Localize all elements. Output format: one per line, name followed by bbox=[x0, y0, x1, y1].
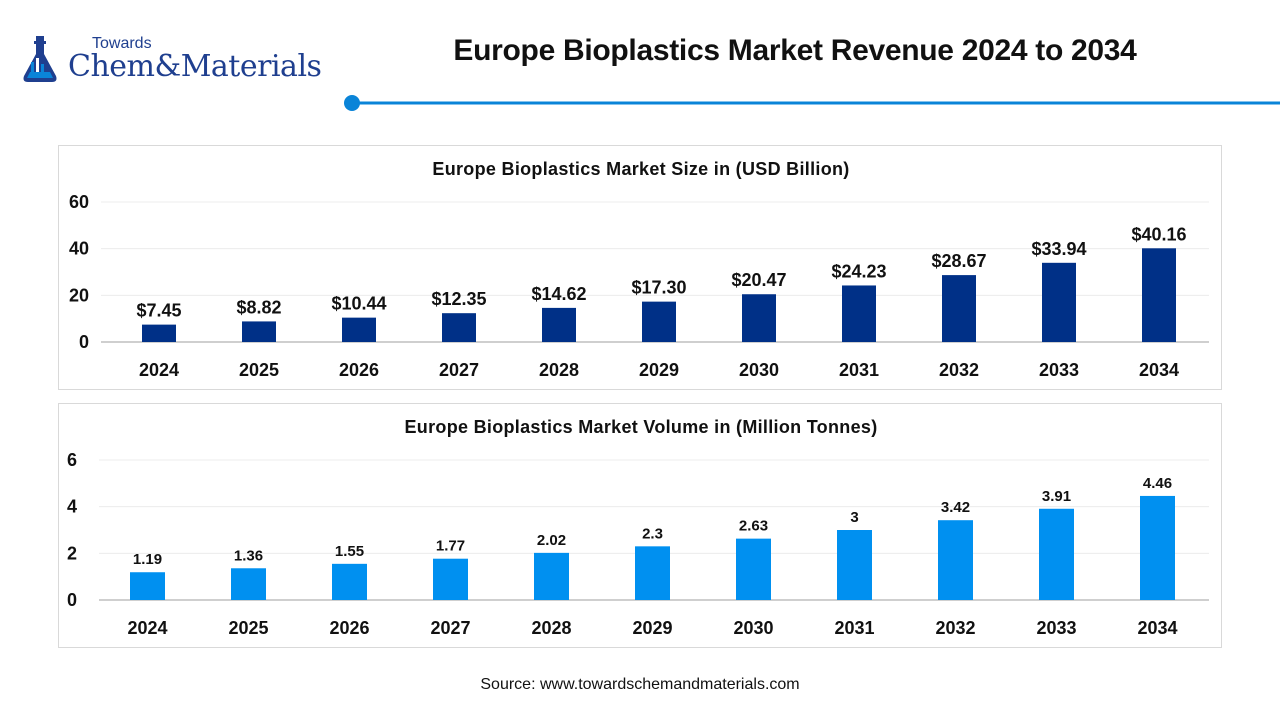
x-tick-label: 2031 bbox=[839, 360, 879, 380]
market-size-chart: Europe Bioplastics Market Size in (USD B… bbox=[69, 159, 1209, 380]
data-label: $24.23 bbox=[831, 261, 886, 281]
data-label: $12.35 bbox=[431, 289, 486, 309]
data-label: 3.91 bbox=[1042, 488, 1071, 505]
x-tick-label: 2033 bbox=[1039, 360, 1079, 380]
x-tick-label: 2026 bbox=[329, 618, 369, 638]
title-underline-dot bbox=[344, 95, 360, 111]
bar bbox=[1142, 248, 1176, 342]
bar bbox=[332, 563, 367, 600]
data-label: $10.44 bbox=[331, 294, 386, 314]
bar bbox=[130, 572, 165, 600]
brand-name: Chem&Materials bbox=[68, 49, 322, 84]
bar bbox=[242, 321, 276, 342]
x-tick-label: 2028 bbox=[531, 618, 571, 638]
bar bbox=[442, 313, 476, 342]
data-label: $20.47 bbox=[731, 270, 786, 290]
data-label: $14.62 bbox=[531, 284, 586, 304]
bar bbox=[942, 275, 976, 342]
x-tick-label: 2034 bbox=[1139, 360, 1179, 380]
bar bbox=[542, 307, 576, 342]
bar bbox=[534, 552, 569, 600]
y-tick-label: 4 bbox=[67, 497, 77, 517]
y-tick-label: 0 bbox=[67, 590, 77, 610]
bar bbox=[642, 301, 676, 342]
x-tick-label: 2029 bbox=[632, 618, 672, 638]
data-label: 1.36 bbox=[234, 547, 263, 564]
brand-logo: Towards Chem&Materials bbox=[22, 34, 342, 90]
brand-name-part2: Materials bbox=[180, 49, 322, 84]
bar bbox=[142, 324, 176, 342]
brand-small-text: Towards bbox=[92, 35, 152, 52]
bar bbox=[742, 294, 776, 342]
data-label: $7.45 bbox=[136, 301, 181, 321]
data-label: $33.94 bbox=[1031, 239, 1086, 259]
chart-panel-market-volume: Europe Bioplastics Market Volume in (Mil… bbox=[58, 403, 1222, 648]
data-label: $28.67 bbox=[931, 251, 986, 271]
x-tick-label: 2030 bbox=[733, 618, 773, 638]
x-tick-label: 2030 bbox=[739, 360, 779, 380]
brand-name-ampersand: & bbox=[154, 49, 181, 84]
x-tick-label: 2026 bbox=[339, 360, 379, 380]
page-title: Europe Bioplastics Market Revenue 2024 t… bbox=[453, 34, 1137, 67]
data-label: 1.19 bbox=[133, 551, 162, 568]
x-tick-label: 2033 bbox=[1036, 618, 1076, 638]
bar bbox=[736, 538, 771, 600]
x-tick-label: 2024 bbox=[127, 618, 167, 638]
bar bbox=[433, 558, 468, 600]
market-volume-chart: Europe Bioplastics Market Volume in (Mil… bbox=[67, 417, 1209, 638]
chart-title: Europe Bioplastics Market Volume in (Mil… bbox=[405, 417, 878, 437]
flask-icon bbox=[23, 36, 57, 82]
y-tick-label: 0 bbox=[79, 332, 89, 352]
data-label: 3 bbox=[850, 509, 858, 526]
source-note: Source: www.towardschemandmaterials.com bbox=[480, 676, 800, 693]
x-tick-label: 2025 bbox=[228, 618, 268, 638]
bar bbox=[842, 285, 876, 342]
y-tick-label: 6 bbox=[67, 450, 77, 470]
data-label: 3.42 bbox=[941, 499, 970, 516]
chart-title: Europe Bioplastics Market Size in (USD B… bbox=[432, 159, 849, 179]
x-tick-label: 2032 bbox=[939, 360, 979, 380]
data-label: 2.3 bbox=[642, 525, 663, 542]
bar bbox=[1140, 495, 1175, 600]
y-tick-label: 60 bbox=[69, 192, 89, 212]
data-label: 1.77 bbox=[436, 538, 465, 555]
x-tick-label: 2027 bbox=[430, 618, 470, 638]
x-tick-label: 2032 bbox=[935, 618, 975, 638]
bar bbox=[938, 520, 973, 600]
bar bbox=[635, 546, 670, 600]
data-label: 2.63 bbox=[739, 518, 768, 535]
data-label: 1.55 bbox=[335, 543, 364, 560]
bar bbox=[342, 317, 376, 342]
data-label: 2.02 bbox=[537, 532, 566, 549]
x-tick-label: 2034 bbox=[1137, 618, 1177, 638]
x-tick-label: 2029 bbox=[639, 360, 679, 380]
brand-name-part1: Chem bbox=[68, 49, 155, 84]
title-underline bbox=[344, 95, 1280, 111]
data-label: $8.82 bbox=[236, 297, 281, 317]
x-tick-label: 2028 bbox=[539, 360, 579, 380]
y-tick-label: 20 bbox=[69, 285, 89, 305]
x-tick-label: 2024 bbox=[139, 360, 179, 380]
y-tick-label: 40 bbox=[69, 239, 89, 259]
x-tick-label: 2025 bbox=[239, 360, 279, 380]
data-label: $17.30 bbox=[631, 278, 686, 298]
bar bbox=[231, 568, 266, 600]
bar bbox=[837, 530, 872, 600]
x-tick-label: 2027 bbox=[439, 360, 479, 380]
data-label: 4.46 bbox=[1143, 475, 1172, 492]
data-label: $40.16 bbox=[1131, 224, 1186, 244]
y-tick-label: 2 bbox=[67, 543, 77, 563]
bar bbox=[1042, 262, 1076, 342]
bar bbox=[1039, 508, 1074, 600]
x-tick-label: 2031 bbox=[834, 618, 874, 638]
chart-panel-market-size: Europe Bioplastics Market Size in (USD B… bbox=[58, 145, 1222, 390]
